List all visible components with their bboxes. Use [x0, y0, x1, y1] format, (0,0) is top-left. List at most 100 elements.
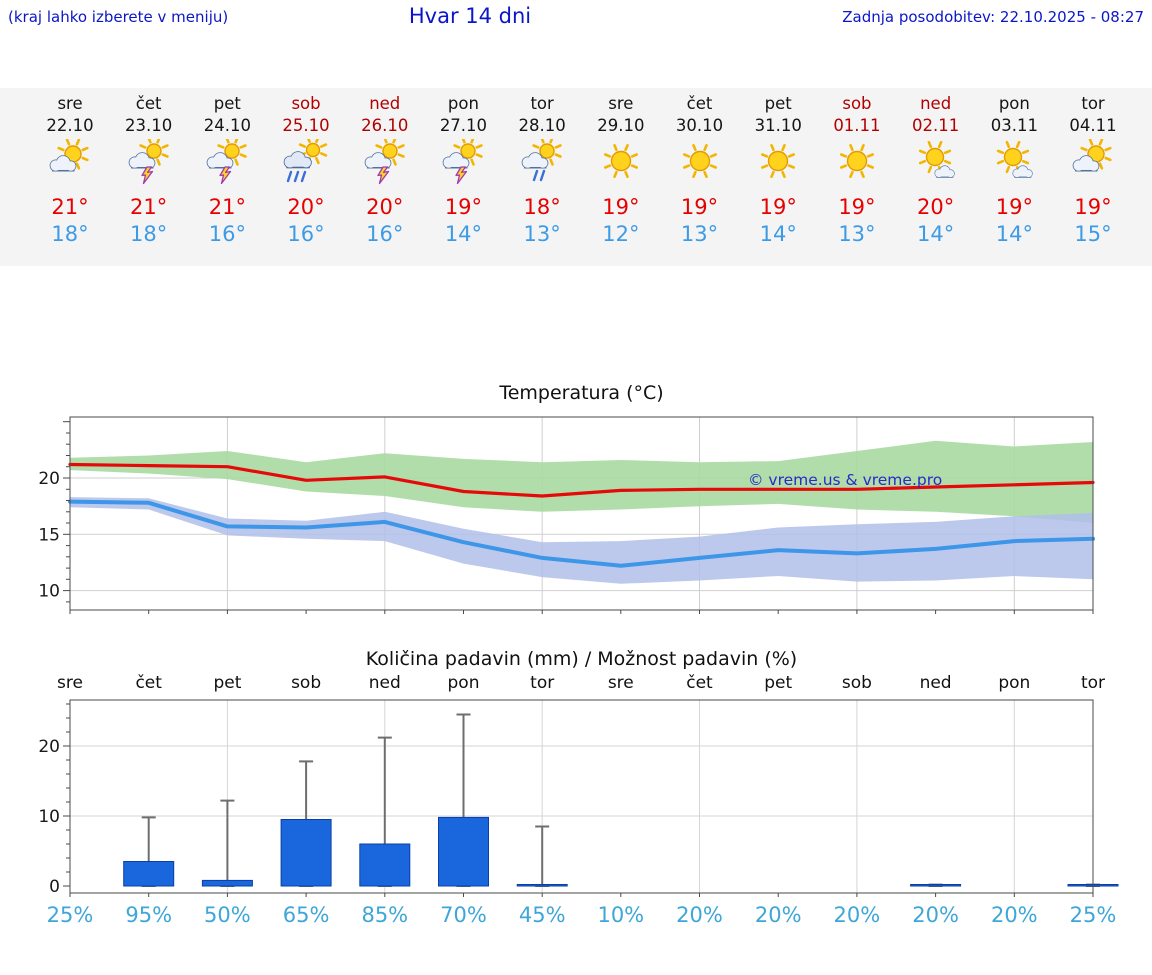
weather-icon-mostly-sunny [896, 139, 975, 189]
day-name: tor [1081, 94, 1105, 113]
forecast-day-31.10[interactable]: pet 31.10 19° 14° [739, 88, 818, 266]
day-name: ned [920, 94, 952, 113]
precip-probability: 70% [440, 903, 487, 927]
forecast-day-25.10[interactable]: sob 25.10 20° 16° [267, 88, 346, 266]
day-high-temp: 20° [287, 195, 325, 219]
precip-day-label: pet [213, 673, 241, 693]
day-date: 24.10 [203, 116, 251, 135]
day-low-temp: 14° [759, 222, 797, 246]
forecast-day-26.10[interactable]: ned 26.10 20° 16° [345, 88, 424, 266]
day-date: 02.11 [912, 116, 960, 135]
precip-bar [123, 861, 175, 887]
forecast-day-22.10[interactable]: sre 22.10 21° 18° [31, 88, 110, 266]
precip-day-label: tor [1081, 673, 1105, 693]
day-high-temp: 21° [208, 195, 246, 219]
forecast-day-23.10[interactable]: čet 23.10 21° 18° [109, 88, 188, 266]
precip-bar [201, 879, 253, 887]
day-low-temp: 16° [208, 222, 246, 246]
day-high-temp: 18° [523, 195, 561, 219]
day-low-temp: 18° [130, 222, 168, 246]
forecast-day-01.11[interactable]: sob 01.11 19° 13° [818, 88, 897, 266]
precipitation-chart-title: Količina padavin (mm) / Možnost padavin … [365, 648, 798, 670]
precip-bar [438, 816, 489, 887]
day-low-temp: 12° [602, 222, 640, 246]
forecast-day-28.10[interactable]: tor 28.10 18° 13° [503, 88, 582, 266]
weather-icon-partly-cloudy [31, 138, 110, 189]
precip-probability: 20% [991, 903, 1038, 927]
forecast-day-04.11[interactable]: tor 04.11 19° 15° [1054, 88, 1133, 266]
weather-icon-showers [503, 136, 582, 189]
precip-probability: 20% [755, 903, 802, 927]
day-name: pon [447, 94, 479, 113]
day-date: 25.10 [282, 116, 330, 135]
precip-y-tick-label: 0 [49, 877, 60, 897]
weather-icon-sunny [739, 139, 818, 189]
day-date: 04.11 [1069, 116, 1117, 135]
weather-icon-partly-cloudy [1054, 138, 1133, 189]
day-name: čet [135, 94, 162, 113]
day-high-temp: 19° [759, 195, 797, 219]
precip-bar [910, 884, 962, 887]
precip-y-tick-label: 10 [38, 807, 60, 827]
day-low-temp: 14° [995, 222, 1033, 246]
forecast-day-24.10[interactable]: pet 24.10 21° 16° [188, 88, 267, 266]
day-date: 22.10 [46, 116, 94, 135]
precip-probability: 95% [125, 903, 172, 927]
precip-probability: 20% [912, 903, 959, 927]
precip-probability: 65% [283, 903, 330, 927]
day-low-temp: 14° [444, 222, 483, 246]
day-name: čet [686, 94, 713, 113]
precip-day-label: ned [369, 673, 401, 693]
weather-icon-sunny [582, 139, 661, 189]
precip-probability: 20% [676, 903, 723, 927]
day-date: 31.10 [754, 116, 802, 135]
day-high-temp: 21° [51, 195, 89, 219]
day-low-temp: 16° [287, 222, 325, 246]
forecast-strip: sre 22.10 21° 18° čet 23.10 21° 18° pet 24.10 21° 1… [0, 88, 1152, 266]
weather-icon-sunny [818, 139, 897, 189]
temperature-chart-title: Temperatura (°C) [499, 382, 664, 404]
precip-probability: 25% [1070, 903, 1117, 927]
precip-day-label: ned [920, 673, 952, 693]
day-high-temp: 19° [602, 195, 640, 219]
day-low-temp: 13° [680, 222, 719, 246]
weather-icon-rain [267, 135, 346, 189]
day-name: sob [291, 94, 321, 113]
day-low-temp: 18° [51, 222, 89, 246]
day-high-temp: 19° [1074, 195, 1112, 219]
temperature-chart: © vreme.us & vreme.pro 10 15 20 [38, 416, 1095, 614]
day-name: ned [369, 94, 401, 113]
day-name: sob [842, 94, 872, 113]
forecast-day-29.10[interactable]: sre 29.10 19° 12° [582, 88, 661, 266]
precip-bar [359, 843, 411, 887]
weather-icon-thunder [345, 136, 424, 189]
weather-icon-thunder [424, 136, 503, 189]
precip-day-label: pon [448, 673, 480, 693]
day-high-temp: 19° [995, 195, 1033, 219]
day-date: 03.11 [990, 116, 1038, 135]
day-low-temp: 16° [366, 222, 404, 246]
day-date: 28.10 [518, 116, 566, 135]
precip-probability: 85% [361, 903, 408, 927]
precip-day-label: tor [530, 673, 554, 693]
precip-probability: 50% [204, 903, 251, 927]
precip-day-label: sre [57, 673, 83, 693]
day-high-temp: 19° [444, 195, 483, 219]
day-name: pon [998, 94, 1030, 113]
day-date: 30.10 [675, 116, 724, 135]
day-high-temp: 19° [838, 195, 876, 219]
forecast-day-02.11[interactable]: ned 02.11 20° 14° [896, 88, 975, 266]
day-name: sre [608, 94, 634, 113]
forecast-day-30.10[interactable]: čet 30.10 19° 13° [660, 88, 739, 266]
precip-bar [280, 819, 332, 887]
forecast-day-03.11[interactable]: pon 03.11 19° 14° [975, 88, 1054, 266]
day-date: 27.10 [439, 116, 488, 135]
precip-day-label: čet [135, 673, 162, 693]
weather-icon-mostly-sunny [975, 139, 1054, 189]
precip-day-label: pet [764, 673, 792, 693]
precip-probability: 20% [834, 903, 881, 927]
day-date: 26.10 [361, 116, 409, 135]
precip-bar [516, 884, 568, 887]
forecast-day-27.10[interactable]: pon 27.10 19° 14° [424, 88, 503, 266]
temp-y-tick-label: 15 [38, 525, 60, 545]
